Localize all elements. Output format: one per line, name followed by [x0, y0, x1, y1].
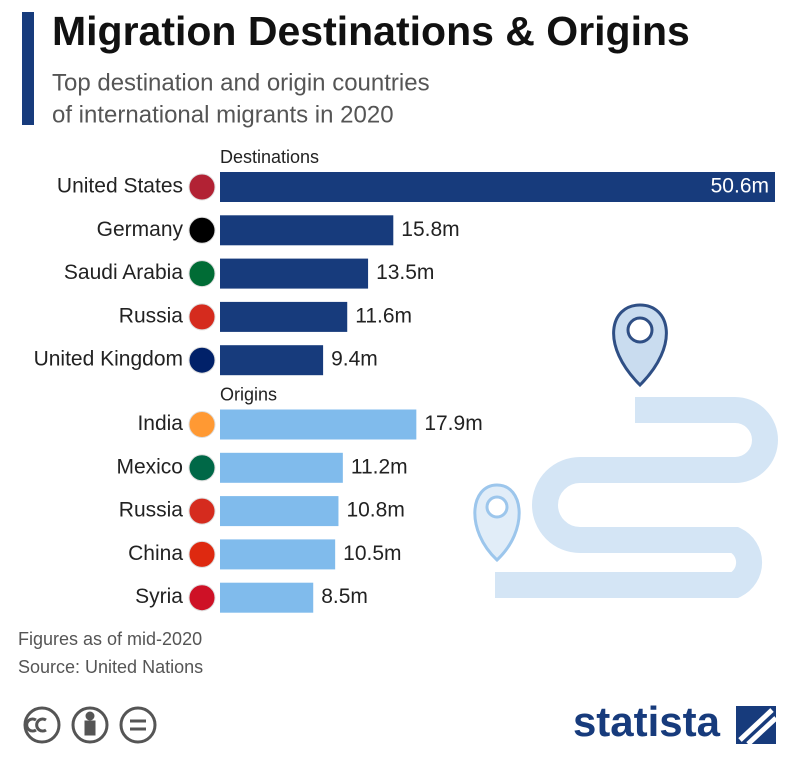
- bar: [220, 345, 324, 376]
- title-accent: [22, 12, 34, 125]
- bar: [220, 409, 417, 440]
- source: Source: United Nations: [18, 657, 203, 677]
- value-label: 10.5m: [343, 542, 401, 565]
- category-label: Saudi Arabia: [64, 261, 183, 284]
- value-label: 8.5m: [321, 585, 368, 608]
- bar: [220, 301, 348, 332]
- flag: [188, 540, 216, 568]
- group-label: Destinations: [220, 147, 319, 167]
- bar: [220, 215, 394, 246]
- value-label: 15.8m: [401, 218, 459, 241]
- group-label: Origins: [220, 384, 277, 404]
- flag: [188, 346, 216, 374]
- flag: [188, 173, 216, 201]
- subtitle: of international migrants in 2020: [52, 101, 394, 128]
- brand-logo: [736, 706, 778, 746]
- category-label: Russia: [119, 304, 184, 327]
- flag: [188, 303, 216, 331]
- category-label: United States: [57, 175, 183, 198]
- category-label: Germany: [97, 218, 184, 241]
- route-decoration: [495, 397, 778, 598]
- pin-decoration: [473, 303, 668, 563]
- category-label: United Kingdom: [34, 348, 183, 371]
- value-label: 50.6m: [711, 175, 769, 198]
- bar: [220, 172, 775, 202]
- value-label: 9.4m: [331, 348, 378, 371]
- bar: [220, 539, 336, 570]
- category-label: Syria: [135, 585, 183, 608]
- note: Figures as of mid-2020: [18, 629, 202, 649]
- bar: [220, 582, 314, 613]
- bar: [220, 452, 343, 483]
- bar: [220, 496, 339, 527]
- value-label: 11.6m: [355, 304, 412, 327]
- flag: [188, 454, 216, 482]
- bar: [220, 258, 369, 289]
- value-label: 10.8m: [346, 499, 404, 522]
- value-label: 17.9m: [424, 412, 482, 435]
- flag: [188, 584, 216, 612]
- category-label: Mexico: [116, 455, 183, 478]
- flag: [188, 260, 216, 288]
- value-label: 11.2m: [351, 455, 408, 478]
- license-icons: [23, 706, 157, 744]
- chart-title: Migration Destinations & Origins: [52, 8, 690, 54]
- flag: [188, 497, 216, 525]
- category-label: India: [137, 412, 183, 435]
- value-label: 13.5m: [376, 261, 434, 284]
- flag: [188, 411, 216, 438]
- category-label: Russia: [119, 499, 184, 522]
- category-label: China: [128, 542, 183, 565]
- brand: statista: [573, 698, 721, 745]
- subtitle: Top destination and origin countries: [52, 69, 430, 96]
- flag: [188, 216, 216, 244]
